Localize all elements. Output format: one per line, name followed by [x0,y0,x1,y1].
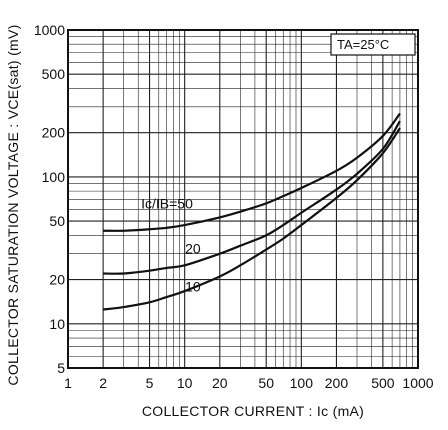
y-tick-label: 500 [42,66,66,82]
y-axis-label: COLLECTOR SATURATION VOLTAGE : VCE(sat) … [5,24,21,385]
x-tick-label: 1 [64,375,72,391]
y-tick-label: 50 [49,213,65,229]
series-label: 20 [185,240,201,256]
condition-box: TA=25°C [330,33,416,56]
x-tick-labels: 1 2 5 10 20 50 100 200 500 1000 [64,375,434,391]
y-tick-label: 200 [42,125,66,141]
series-label: 10 [185,279,201,295]
y-tick-label: 20 [49,272,65,288]
y-tick-labels: 5 10 20 50 100 200 500 1000 [34,22,65,376]
grid [68,30,418,368]
x-tick-label: 200 [325,375,349,391]
y-tick-label: 100 [42,169,66,185]
x-tick-label: 10 [177,375,193,391]
series-line [103,120,401,275]
x-tick-label: 20 [212,375,228,391]
condition-text: TA=25°C [337,37,389,52]
y-tick-label: 1000 [34,22,65,38]
x-axis-label: COLLECTOR CURRENT : Ic (mA) [142,403,364,419]
y-tick-label: 5 [57,360,65,376]
x-tick-label: 500 [371,375,395,391]
x-tick-label: 50 [258,375,274,391]
x-tick-label: 2 [99,375,107,391]
series-line [103,112,401,232]
x-tick-label: 5 [146,375,154,391]
series-label: Ic/IB=50 [141,196,193,212]
y-tick-label: 10 [49,316,65,332]
x-tick-label: 100 [290,375,314,391]
x-tick-label: 1000 [402,375,433,391]
plot-frame [67,29,419,369]
series-line [102,127,401,311]
curves: Ic/IB=50 20 10 [102,112,401,311]
condition-box-border [330,33,416,56]
